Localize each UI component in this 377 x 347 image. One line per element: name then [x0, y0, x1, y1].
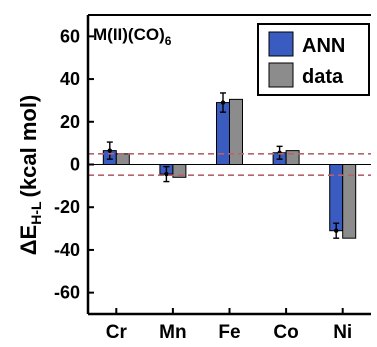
- legend: ANN data: [257, 23, 370, 96]
- legend-label-data: data: [302, 66, 344, 88]
- y-tick-label-2: -20: [54, 197, 80, 217]
- ticks-layer: Cr Mn Fe Co Ni -60 -40 -20 0 20 40 60: [54, 26, 352, 343]
- y-tick-label-4: 20: [60, 112, 80, 132]
- bar-data-co: [285, 150, 300, 166]
- error-point-fe: [220, 100, 226, 105]
- error-point-cr: [107, 148, 113, 153]
- y-tick-label-6: 60: [60, 26, 80, 46]
- chart-title: M(II)(CO)6: [93, 25, 172, 48]
- error-point-ni: [334, 228, 339, 233]
- error-bars-layer: [106, 92, 340, 239]
- x-tick-label-cr: Cr: [106, 322, 128, 342]
- y-axis-label-subscript: H-L: [28, 201, 44, 225]
- legend-label-ann: ANN: [302, 35, 345, 57]
- y-tick-label-3: 0: [70, 155, 80, 175]
- y-tick-label-1: -40: [54, 240, 80, 260]
- bar-data-cr: [115, 153, 130, 165]
- reference-lines-layer: [88, 153, 371, 176]
- y-axis-label-unit: (kcal mol): [16, 95, 41, 198]
- bars-layer: [102, 98, 357, 239]
- x-tick-label-mn: Mn: [159, 322, 186, 342]
- chart-title-subscript: 6: [165, 34, 172, 48]
- y-axis-label: ΔEH-L (kcal mol): [16, 95, 44, 256]
- x-tick-label-co: Co: [273, 322, 298, 342]
- x-tick-label-ni: Ni: [333, 322, 352, 342]
- x-tick-label-fe: Fe: [218, 322, 240, 342]
- y-tick-label-0: -60: [54, 283, 80, 303]
- y-axis-label-main: ΔE: [16, 225, 41, 256]
- bar-data-fe: [229, 98, 243, 165]
- chart-title-text: M(II)(CO): [93, 25, 165, 44]
- legend-swatch-data: [268, 62, 294, 88]
- error-point-mn: [164, 171, 169, 177]
- legend-swatch-ann: [268, 31, 294, 57]
- y-tick-label-5: 40: [60, 69, 80, 89]
